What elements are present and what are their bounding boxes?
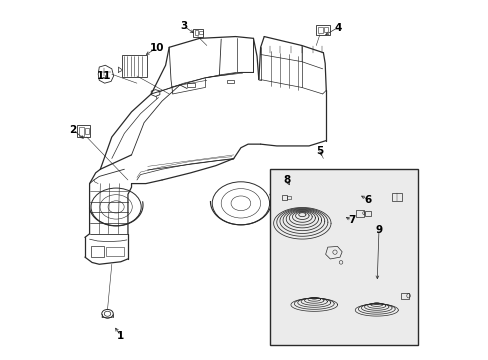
Bar (316, 26, 329, 35)
Bar (401, 293, 408, 299)
Bar (84, 129, 89, 134)
Bar (287, 196, 290, 199)
Bar (106, 247, 124, 256)
Bar (281, 195, 287, 199)
Bar (324, 27, 328, 32)
Bar (194, 30, 198, 35)
Text: 5: 5 (316, 146, 323, 156)
Bar (79, 127, 83, 135)
Bar (364, 211, 370, 216)
Bar (192, 29, 202, 37)
Bar (199, 31, 203, 35)
Text: 6: 6 (364, 195, 371, 205)
Text: 11: 11 (97, 71, 111, 81)
Bar (77, 126, 90, 137)
Bar (187, 83, 195, 87)
Text: 9: 9 (375, 225, 382, 235)
Bar (226, 80, 234, 83)
Bar (122, 55, 147, 77)
Bar (318, 27, 323, 33)
Text: 1: 1 (117, 331, 124, 341)
Bar (91, 246, 104, 257)
Text: 7: 7 (347, 215, 355, 225)
Bar (269, 169, 418, 345)
Text: 8: 8 (283, 175, 290, 185)
Text: 3: 3 (180, 21, 187, 31)
Bar (391, 193, 402, 201)
Bar (355, 210, 363, 217)
Text: 4: 4 (333, 23, 341, 33)
Text: 10: 10 (149, 43, 163, 53)
Text: 2: 2 (69, 125, 77, 135)
